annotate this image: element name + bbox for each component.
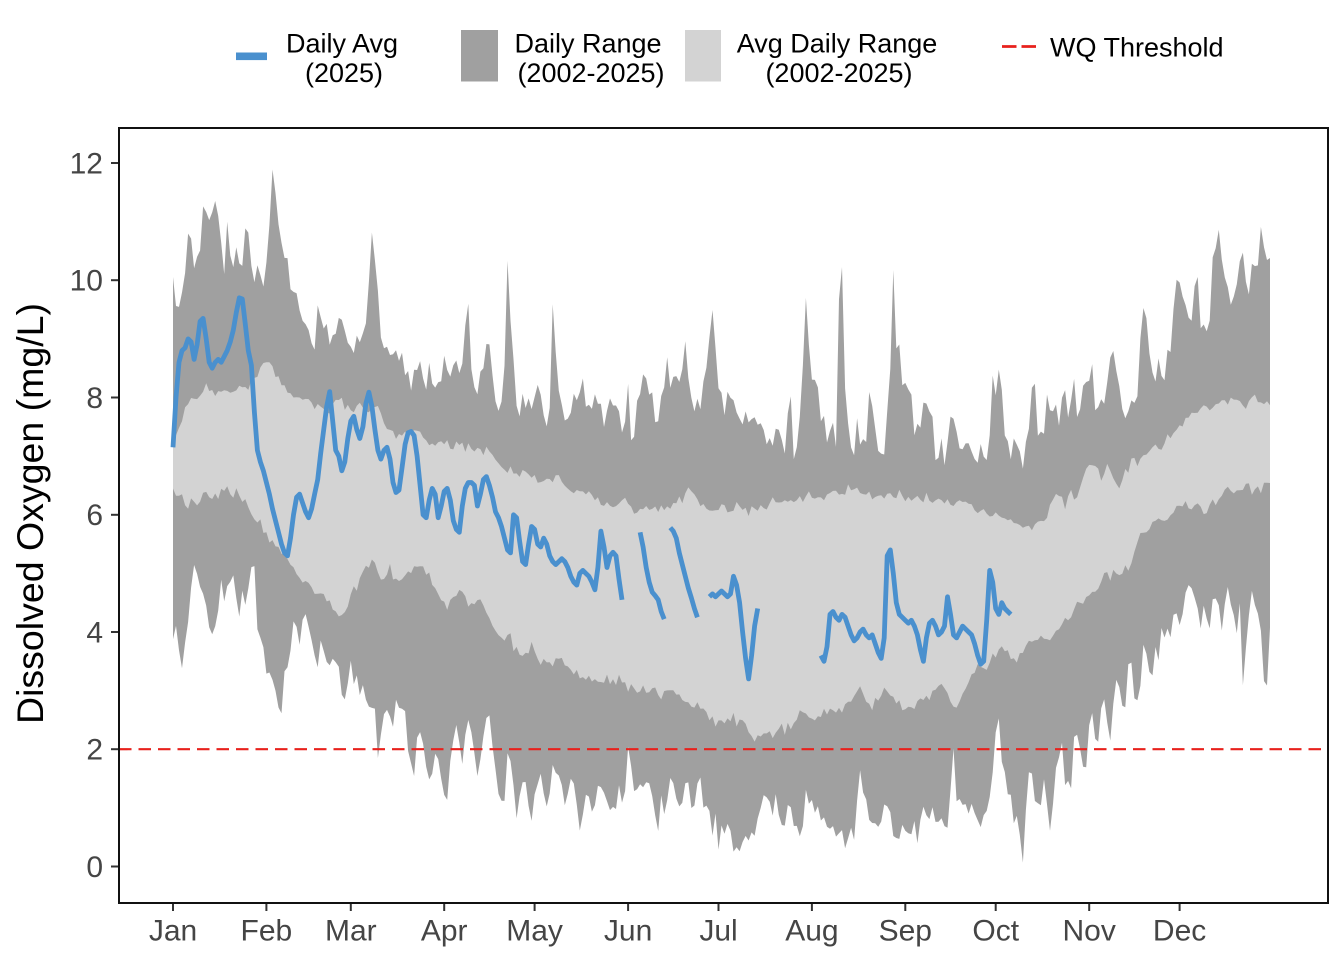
svg-text:Sep: Sep <box>879 915 932 948</box>
svg-text:Aug: Aug <box>785 915 838 948</box>
svg-text:Jan: Jan <box>149 915 197 948</box>
svg-text:Jun: Jun <box>604 915 652 948</box>
svg-text:WQ Threshold: WQ Threshold <box>1050 33 1224 63</box>
svg-text:Nov: Nov <box>1063 915 1116 948</box>
svg-text:Mar: Mar <box>325 915 377 948</box>
svg-text:Avg Daily Range: Avg Daily Range <box>737 29 938 59</box>
svg-text:12: 12 <box>70 147 103 180</box>
svg-text:(2002-2025): (2002-2025) <box>765 58 912 88</box>
svg-text:Apr: Apr <box>421 915 468 948</box>
svg-text:Jul: Jul <box>699 915 737 948</box>
svg-text:8: 8 <box>86 382 103 415</box>
svg-text:4: 4 <box>86 616 103 649</box>
svg-text:2: 2 <box>86 734 103 767</box>
svg-text:Oct: Oct <box>972 915 1019 948</box>
svg-text:(2025): (2025) <box>305 58 383 88</box>
svg-text:May: May <box>506 915 563 948</box>
svg-text:Daily Range: Daily Range <box>514 29 661 59</box>
svg-text:(2002-2025): (2002-2025) <box>517 58 664 88</box>
svg-text:Feb: Feb <box>241 915 293 948</box>
svg-text:0: 0 <box>86 851 103 884</box>
svg-text:Daily Avg: Daily Avg <box>286 29 398 59</box>
svg-text:Dissolved Oxygen (mg/L): Dissolved Oxygen (mg/L) <box>9 303 51 724</box>
svg-text:Dec: Dec <box>1153 915 1206 948</box>
svg-text:10: 10 <box>70 265 103 298</box>
svg-text:6: 6 <box>86 499 103 532</box>
